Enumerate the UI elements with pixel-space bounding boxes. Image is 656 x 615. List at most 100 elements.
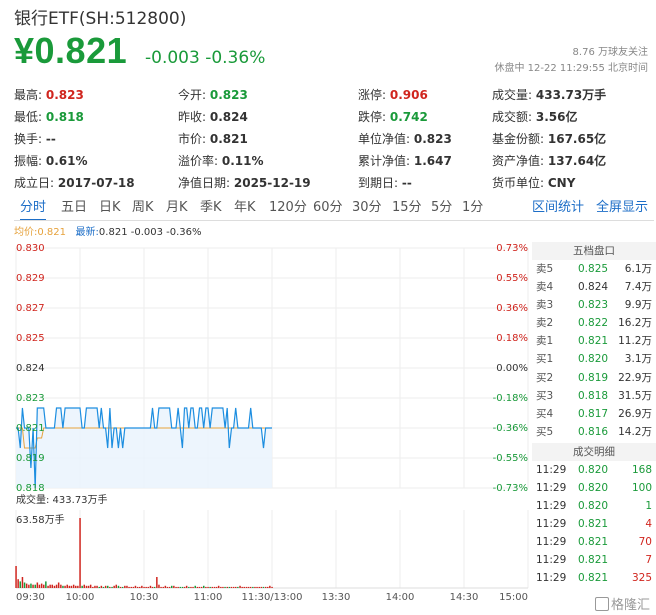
volume-bar — [96, 585, 98, 588]
market-status: 休盘中 12-22 11:29:55 北京时间 — [494, 63, 648, 74]
volume-bar — [166, 586, 169, 588]
volume-bar — [75, 585, 77, 588]
x-tick-label: 11:00 — [194, 592, 223, 603]
tab-quarterly-k[interactable]: 季K — [200, 200, 222, 215]
orderbook-level: 卖2 — [536, 317, 554, 330]
volume-bar — [124, 585, 126, 588]
pct-tick-label: 0.55% — [496, 273, 528, 284]
stat-high: 最高: 0.823 — [14, 88, 84, 102]
tab-five-day[interactable]: 五日 — [61, 200, 88, 215]
trade-time: 11:29 — [536, 499, 567, 512]
volume-bar — [121, 586, 124, 588]
pct-tick-label: 0.18% — [496, 333, 528, 344]
x-tick-label: 13:30 — [322, 592, 351, 603]
volume-bar — [77, 585, 79, 588]
volume-bar — [126, 585, 128, 588]
volume-bar — [43, 584, 45, 588]
orderbook-price: 0.816 — [578, 425, 609, 438]
pct-tick-label: 0.36% — [496, 303, 528, 314]
tab-daily-k[interactable]: 日K — [99, 200, 121, 215]
x-tick-label: 14:30 — [450, 592, 479, 603]
volume-bar — [92, 586, 94, 588]
volume-bar — [252, 586, 254, 588]
tab-30min[interactable]: 30分 — [352, 200, 382, 215]
volume-bar — [72, 584, 75, 588]
volume-bar — [158, 584, 160, 588]
orderbook-price: 0.819 — [578, 371, 609, 384]
volume-bar — [245, 586, 248, 588]
follower-count: 8.76 万球友关注 — [572, 47, 648, 58]
volume-bar — [141, 585, 143, 588]
volume-bar — [171, 585, 173, 588]
volume-bar — [222, 586, 224, 588]
stat-currency: 货币单位: CNY — [492, 176, 576, 190]
volume-bar — [147, 586, 149, 588]
volume-bar — [232, 586, 235, 588]
tab-1min[interactable]: 1分 — [462, 200, 484, 215]
volume-bar — [53, 585, 56, 588]
volume-bar — [81, 585, 83, 588]
stat-limit-up: 涨停: 0.906 — [358, 88, 428, 102]
tab-120min[interactable]: 120分 — [269, 200, 307, 215]
trade-price: 0.820 — [578, 463, 609, 476]
volume-bar — [87, 585, 90, 588]
volume-bar — [188, 586, 190, 588]
volume-bar — [224, 586, 226, 588]
volume-bar — [136, 586, 139, 588]
volume-bar — [62, 585, 64, 588]
volume-bar — [228, 586, 231, 588]
tab-intraday[interactable]: 分时 — [20, 197, 47, 221]
volume-bar — [254, 586, 256, 588]
volume-bar — [115, 584, 117, 588]
y-tick-label: 0.825 — [16, 333, 45, 344]
tab-yearly-k[interactable]: 年K — [234, 200, 256, 215]
volume-bar — [55, 584, 58, 588]
orderbook-price: 0.822 — [578, 317, 609, 330]
stat-found-date: 成立日: 2017-07-18 — [14, 176, 135, 190]
volume-bar — [226, 586, 228, 588]
volume-bar — [156, 577, 158, 588]
orderbook-level: 买2 — [536, 371, 554, 384]
volume-bar — [209, 586, 211, 588]
trade-row: 11:29 0.820 1 — [532, 497, 656, 515]
volume-bar — [205, 586, 207, 588]
interval-stats-link[interactable]: 区间统计 — [532, 200, 585, 215]
orderbook-level: 买5 — [536, 425, 554, 438]
tab-15min[interactable]: 15分 — [392, 200, 422, 215]
volume-bar — [98, 586, 100, 588]
volume-bar — [237, 586, 239, 588]
volume-bar — [243, 586, 245, 588]
volume-bar — [83, 584, 85, 588]
tab-weekly-k[interactable]: 周K — [132, 200, 154, 215]
volume-bar — [66, 584, 68, 588]
tab-monthly-k[interactable]: 月K — [166, 200, 188, 215]
volume-bar — [47, 585, 49, 588]
volume-bar — [175, 586, 177, 588]
pct-tick-label: 0.00% — [496, 363, 528, 374]
trade-volume: 100 — [631, 481, 652, 494]
volume-bar — [36, 582, 39, 588]
y-tick-label: 0.827 — [16, 303, 45, 314]
volume-bar — [89, 584, 92, 588]
stat-acc-nav: 累计净值: 1.647 — [358, 154, 452, 168]
volume-bar — [190, 586, 192, 588]
x-tick-label: 15:00 — [499, 592, 528, 603]
trade-price: 0.820 — [578, 499, 609, 512]
fullscreen-link[interactable]: 全屏显示 — [596, 200, 649, 215]
volume-bar — [34, 584, 36, 588]
volume-bar — [192, 586, 194, 588]
volume-bar — [153, 586, 156, 588]
trade-volume: 1 — [645, 499, 652, 512]
trade-price: 0.821 — [578, 517, 609, 530]
volume-bar — [264, 586, 267, 588]
tab-60min[interactable]: 60分 — [313, 200, 343, 215]
trade-price: 0.820 — [578, 481, 609, 494]
volume-bar — [258, 586, 260, 588]
volume-bar — [21, 577, 24, 588]
stat-assets: 资产净值: 137.64亿 — [492, 154, 607, 168]
y-tick-label: 0.819 — [16, 453, 45, 464]
stat-amount: 成交额: 3.56亿 — [492, 110, 578, 124]
tab-5min[interactable]: 5分 — [431, 200, 453, 215]
orderbook-level: 卖4 — [536, 281, 554, 294]
x-tick-label: 11:30/13:00 — [241, 592, 302, 603]
